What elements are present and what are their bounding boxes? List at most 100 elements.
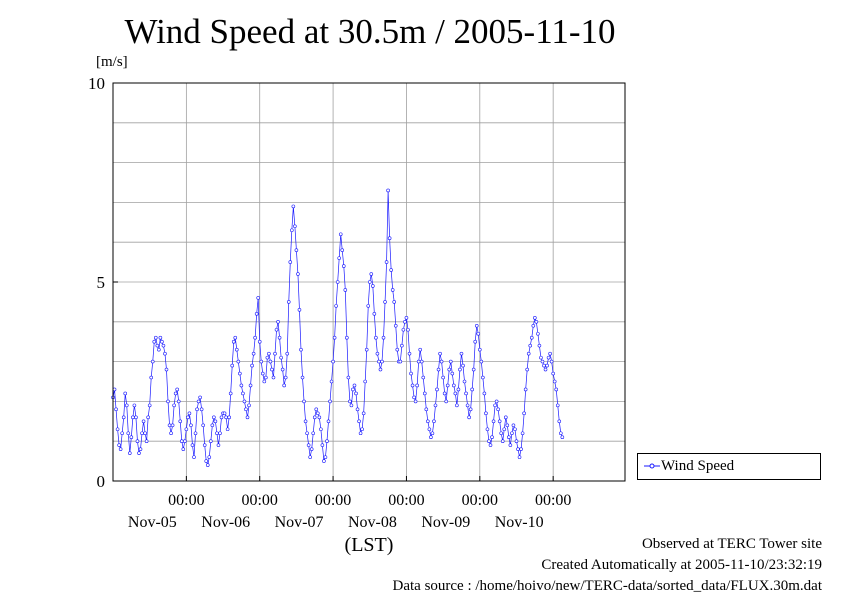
- data-point: [386, 188, 390, 193]
- x-tick-time-label: 00:00: [462, 492, 498, 509]
- data-point: [551, 371, 555, 376]
- data-point: [192, 455, 196, 459]
- data-point: [403, 319, 407, 324]
- data-point: [435, 387, 439, 392]
- data-point: [452, 383, 456, 388]
- data-point: [404, 316, 409, 320]
- data-point: [436, 367, 441, 372]
- data-point: [372, 312, 377, 316]
- data-point: [161, 343, 166, 348]
- data-point: [117, 443, 121, 447]
- data-point: [247, 403, 251, 408]
- data-point: [144, 439, 149, 444]
- data-point: [361, 411, 366, 416]
- data-point: [447, 367, 452, 372]
- data-point: [511, 423, 516, 428]
- data-point: [121, 415, 126, 420]
- data-point: [516, 447, 520, 451]
- data-point: [124, 403, 129, 408]
- data-point: [422, 391, 427, 396]
- data-point: [198, 395, 202, 400]
- data-point: [349, 403, 354, 408]
- data-point: [559, 431, 563, 436]
- data-point: [357, 419, 361, 424]
- data-point: [228, 391, 233, 396]
- data-point: [548, 351, 552, 356]
- data-point: [348, 399, 352, 404]
- data-point: [244, 407, 248, 412]
- data-point: [280, 367, 285, 372]
- data-point: [123, 391, 128, 396]
- data-point: [179, 439, 184, 444]
- y-tick-label: 0: [97, 472, 106, 491]
- legend: Wind Speed: [637, 453, 821, 480]
- data-point: [485, 427, 490, 432]
- x-axis-ticks: 00:00 Nov-05 00:00 Nov-06 00:00 Nov-07 00:00 No…: [128, 476, 571, 531]
- data-point: [329, 379, 334, 384]
- data-point: [520, 431, 525, 436]
- data-point: [345, 335, 349, 340]
- data-point: [199, 407, 204, 412]
- data-point: [505, 423, 510, 428]
- data-point: [140, 431, 144, 436]
- data-point: [549, 359, 554, 364]
- data-point: [146, 415, 150, 420]
- data-point: [491, 419, 496, 424]
- y-tick-label: 5: [97, 273, 106, 292]
- y-axis-unit: [m/s]: [96, 54, 128, 70]
- data-point: [545, 363, 549, 368]
- data-point: [536, 331, 540, 336]
- data-point: [341, 264, 346, 268]
- data-point: [439, 359, 444, 364]
- data-point: [401, 327, 406, 332]
- data-point: [210, 423, 215, 428]
- data-point: [413, 399, 418, 404]
- credit-created: Created Automatically at 2005-11-10/23:3…: [541, 557, 822, 573]
- credit-observed: Observed at TERC Tower site: [641, 536, 822, 552]
- data-point: [540, 359, 545, 364]
- data-point: [375, 351, 380, 356]
- data-point: [259, 359, 264, 364]
- data-point: [343, 288, 348, 292]
- data-point: [507, 435, 511, 440]
- data-point: [296, 272, 300, 276]
- data-point: [149, 375, 154, 380]
- chart-title: Wind Speed at 30.5m / 2005-11-10: [124, 12, 616, 51]
- x-axis-label: (LST): [345, 534, 394, 556]
- data-point: [383, 300, 387, 304]
- data-point: [358, 431, 363, 436]
- data-point: [260, 371, 265, 376]
- data-point: [273, 351, 277, 356]
- data-point: [323, 455, 328, 459]
- data-point: [312, 415, 317, 420]
- x-tick-time-label: 00:00: [388, 492, 424, 509]
- data-point: [190, 443, 195, 447]
- data-point: [308, 455, 312, 459]
- data-point: [118, 447, 123, 451]
- data-point: [497, 419, 502, 424]
- data-point: [242, 399, 247, 404]
- data-point: [218, 431, 222, 436]
- data-point: [470, 387, 474, 392]
- data-point: [205, 463, 210, 467]
- data-point: [126, 431, 131, 436]
- data-point: [251, 351, 256, 356]
- data-point: [264, 375, 268, 380]
- data-point: [283, 375, 288, 380]
- data-point: [355, 407, 360, 412]
- x-tick-time-label: 00:00: [241, 492, 277, 509]
- data-point: [267, 351, 271, 356]
- data-point: [410, 383, 415, 388]
- series-wind-speed: [111, 188, 565, 467]
- data-point: [282, 383, 286, 388]
- data-point: [380, 359, 384, 364]
- data-point: [224, 415, 228, 420]
- data-point: [461, 363, 465, 368]
- data-point: [554, 387, 559, 392]
- data-point: [432, 419, 436, 424]
- data-point: [115, 427, 120, 432]
- x-tick-time-label: 00:00: [168, 492, 204, 509]
- data-point: [456, 387, 461, 392]
- data-point: [525, 367, 529, 372]
- data-point: [239, 383, 244, 388]
